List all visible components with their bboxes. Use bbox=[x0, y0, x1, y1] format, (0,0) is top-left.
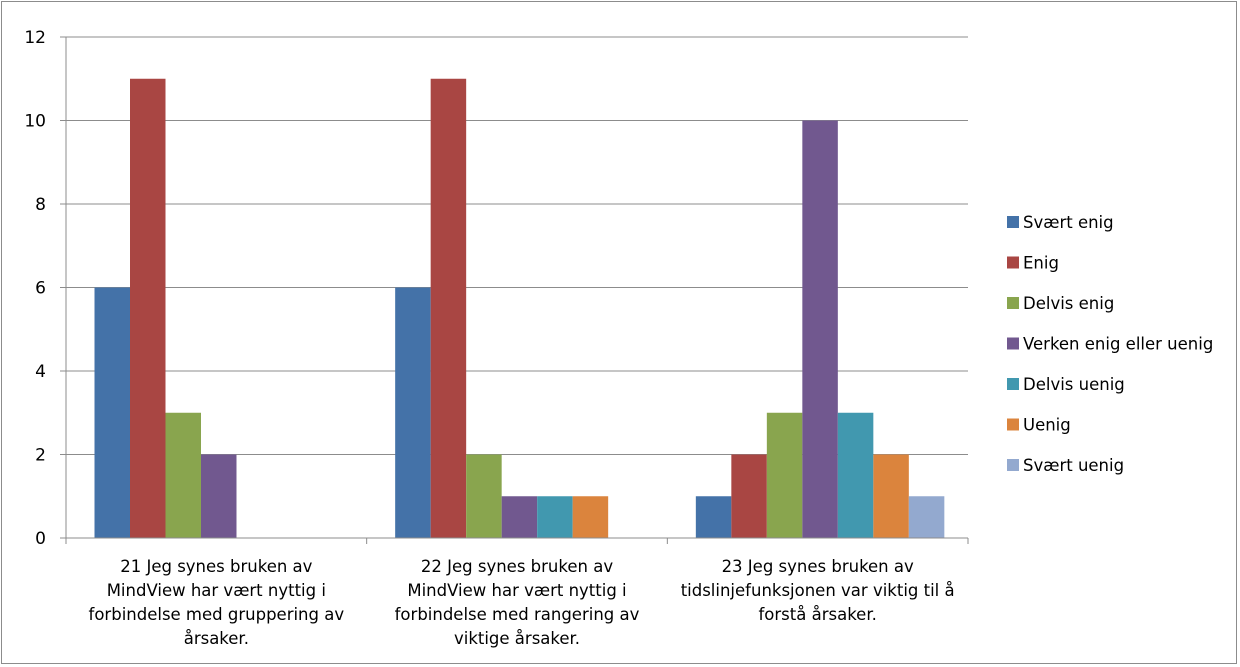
legend-label: Svært uenig bbox=[1023, 456, 1124, 475]
legend: Svært enig Enig Delvis enig Verken enig ell… bbox=[1007, 213, 1213, 475]
bar bbox=[908, 496, 945, 538]
bar bbox=[802, 120, 838, 538]
x-category-label-line: forbindelse med rangering av bbox=[395, 605, 640, 624]
x-category-label-line: MindView har vært nyttig i bbox=[107, 581, 326, 600]
x-category-label-line: 22 Jeg synes bruken av bbox=[421, 557, 613, 576]
legend-label: Verken enig eller uenig bbox=[1023, 335, 1213, 354]
x-category-label-line: 21 Jeg synes bruken av bbox=[120, 557, 312, 576]
bar bbox=[837, 412, 874, 538]
y-tick-label: 8 bbox=[35, 195, 46, 215]
legend-swatch bbox=[1007, 297, 1019, 309]
bar bbox=[94, 287, 130, 538]
bar bbox=[430, 78, 467, 538]
legend-swatch bbox=[1007, 256, 1019, 269]
x-category-label: 21 Jeg synes bruken av MindView har vært … bbox=[89, 557, 345, 648]
legend-label: Svært enig bbox=[1023, 213, 1114, 232]
x-category-label-line: 23 Jeg synes bruken av bbox=[722, 557, 914, 576]
bar bbox=[395, 287, 431, 538]
legend-label: Delvis enig bbox=[1023, 294, 1114, 313]
legend-label: Delvis uenig bbox=[1023, 375, 1125, 394]
bar bbox=[731, 454, 767, 538]
bar bbox=[873, 454, 909, 538]
x-category-label: 23 Jeg synes bruken av tidslinjefunksjone… bbox=[681, 557, 955, 624]
y-tick-label: 10 bbox=[24, 112, 46, 132]
legend-swatch bbox=[1007, 337, 1019, 350]
bar bbox=[165, 412, 201, 538]
legend-swatch bbox=[1007, 459, 1019, 471]
y-tick-label: 12 bbox=[24, 28, 46, 48]
y-tick-label: 0 bbox=[35, 529, 46, 549]
legend-label: Enig bbox=[1023, 254, 1059, 273]
legend-label: Uenig bbox=[1023, 416, 1071, 435]
x-category-label-line: MindView har vært nyttig i bbox=[407, 581, 626, 600]
x-axis: 21 Jeg synes bruken av MindView har vært … bbox=[65, 537, 969, 648]
y-axis: 0 2 4 6 8 10 12 bbox=[24, 28, 67, 549]
bar bbox=[201, 454, 237, 538]
x-category-label-line: tidslinjefunksjonen var viktig til å bbox=[681, 581, 955, 600]
bar bbox=[695, 496, 732, 538]
legend-swatch bbox=[1007, 418, 1019, 431]
x-category-label-line: årsaker. bbox=[184, 629, 249, 648]
x-category-label: 22 Jeg synes bruken av MindView har vært … bbox=[395, 557, 640, 648]
bar bbox=[766, 412, 803, 538]
bar bbox=[501, 496, 538, 538]
bar bbox=[537, 496, 573, 538]
legend-swatch bbox=[1007, 378, 1019, 390]
y-tick-label: 4 bbox=[35, 362, 46, 382]
x-category-label-line: viktige årsaker. bbox=[454, 629, 580, 648]
x-category-label-line: forstå årsaker. bbox=[758, 605, 876, 624]
y-tick-label: 2 bbox=[35, 446, 46, 466]
y-tick-label: 6 bbox=[35, 279, 46, 299]
x-category-label-line: forbindelse med gruppering av bbox=[89, 605, 345, 624]
bar bbox=[466, 454, 502, 538]
bar bbox=[130, 78, 166, 538]
bars bbox=[94, 78, 945, 538]
legend-swatch bbox=[1007, 216, 1019, 228]
bar bbox=[572, 496, 609, 538]
